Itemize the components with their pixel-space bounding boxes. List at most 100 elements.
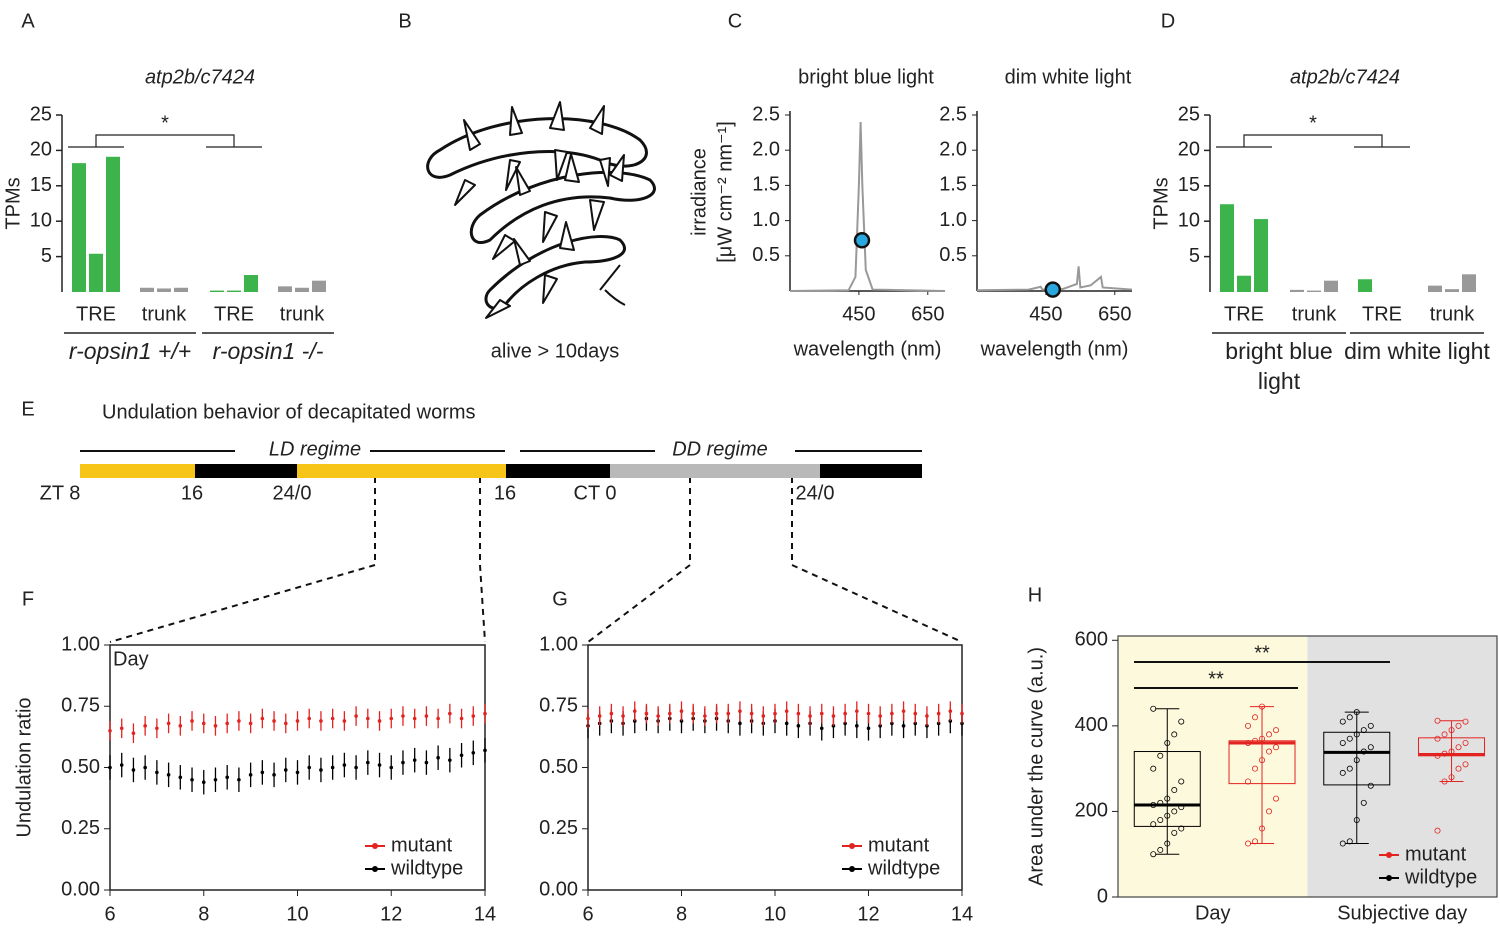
bar [1445,289,1459,292]
data-point [1448,727,1455,734]
bar [1428,285,1442,292]
x-tick-label: Day [1195,902,1231,924]
point [283,721,288,726]
y-tick-label: 0.5 [752,244,780,266]
x-axis-label: wavelength (nm) [980,338,1129,360]
panel-letter: G [552,588,568,610]
x-tick-label: 14 [951,903,973,925]
data-point [1441,778,1448,785]
y-tick-label: 0.00 [61,878,100,900]
category-label: TRE [1224,303,1264,325]
point [248,773,253,777]
y-axis-label: TPMs [1150,177,1172,229]
point [471,751,476,755]
point [166,773,171,777]
y-tick-label: 400 [1075,714,1108,736]
data-point [1164,840,1171,847]
y-tick-label: 20 [30,139,52,161]
point [190,719,194,723]
y-axis-label: Area under the curve (a.u.) [1025,647,1047,886]
point [237,777,241,782]
x-tick-label: 6 [582,903,593,925]
panel-letter: A [21,10,35,32]
data-point [1273,727,1280,734]
y-tick-label: 0.5 [939,244,967,266]
point [119,763,124,767]
data-point [1178,804,1185,811]
data-point [1360,799,1367,806]
box [1323,731,1391,786]
bar [1254,219,1268,292]
y-tick-label: 2.5 [752,103,780,125]
point [366,716,370,721]
light-segment [297,464,506,478]
data-point [1339,840,1346,847]
panel-letter: D [1161,10,1175,32]
y-tick-label: 0.00 [539,878,578,900]
data-point [1171,731,1178,738]
y-tick-label: 5 [41,245,52,267]
point [586,716,590,721]
legend-label: mutant [391,834,453,856]
bar [1324,280,1338,292]
data-point [1441,731,1448,738]
x-tick-label: 10 [286,903,308,925]
point [855,724,859,728]
point [878,714,882,718]
data-point [1245,739,1252,746]
point [260,770,265,775]
data-point [1259,735,1266,742]
point [213,724,218,728]
point [483,748,487,753]
data-point [1252,838,1259,845]
light-segment [80,464,195,478]
point [201,721,206,726]
data-point [1171,787,1178,794]
panel-b-caption: alive > 10days [491,340,619,362]
significance: ** [1254,642,1270,664]
point [366,760,370,765]
point [155,770,159,775]
legend-label: mutant [868,834,930,856]
data-point [1455,722,1462,729]
point [597,714,602,718]
point [936,711,941,716]
point [483,711,487,716]
bar [1307,290,1321,292]
y-tick-label: 1.00 [61,633,100,655]
data-point [1360,727,1367,734]
data-point [1245,840,1252,847]
x-axis-label: wavelength (nm) [793,338,942,360]
point [272,719,276,723]
point [459,716,464,721]
data-point [1339,769,1346,776]
point [131,768,136,772]
data-point [1353,816,1360,823]
box [1133,751,1201,827]
data-point [1353,757,1360,764]
group-label: bright blue light [1225,338,1333,394]
data-point [1462,761,1469,768]
point [436,716,440,721]
panel-letter: C [728,10,742,32]
x-tick-label: 650 [1098,303,1131,325]
point [377,763,382,767]
point [424,714,429,718]
point [714,711,719,716]
chart-title: atp2b/c7424 [145,66,255,88]
spectrum-line [789,122,946,292]
panel-letter: E [21,398,34,420]
point [609,711,614,716]
point [632,709,637,713]
bar [1290,289,1304,292]
data-point [1448,774,1455,781]
point [761,714,766,718]
y-tick-label: 0.25 [61,817,100,839]
bar [312,280,326,292]
point [201,780,206,784]
point [901,724,906,728]
data-point [1157,752,1164,759]
point [784,721,789,726]
